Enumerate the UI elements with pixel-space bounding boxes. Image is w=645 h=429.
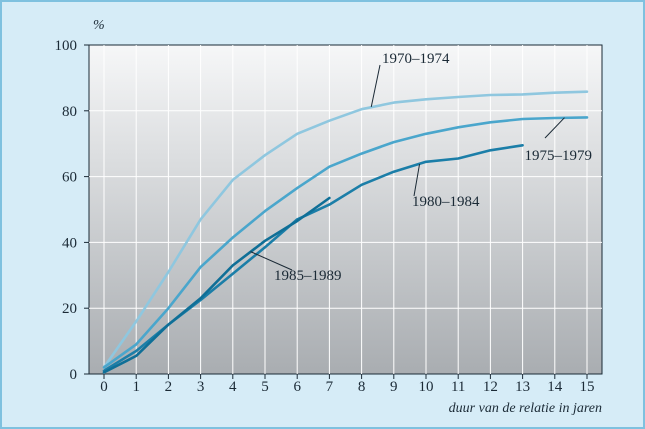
y-tick-label: 40 (62, 235, 77, 251)
y-tick-label: 0 (70, 367, 78, 383)
y-tick-label: 20 (62, 301, 77, 317)
series-lines (102, 90, 589, 374)
x-axis-label: duur van de relatie in jaren (449, 401, 602, 416)
series-label-leader (544, 117, 565, 139)
y-axis-label: % (93, 18, 105, 33)
x-tick-label: 11 (451, 379, 465, 395)
y-tick-label: 100 (55, 38, 78, 54)
x-tick-label: 2 (165, 379, 173, 395)
series-label: 1975–1979 (525, 148, 593, 164)
x-tick-label: 14 (547, 379, 563, 395)
x-tick-label: 3 (197, 379, 205, 395)
series-line-0 (102, 90, 589, 369)
x-tick-label: 13 (515, 379, 530, 395)
series-label-leader (370, 64, 381, 107)
x-tick-label: 1 (132, 379, 140, 395)
x-tick-label: 10 (419, 379, 434, 395)
x-tick-label: 5 (261, 379, 269, 395)
x-tick-label: 0 (100, 379, 108, 395)
y-tick-label: 80 (62, 104, 77, 120)
series-line-3 (102, 196, 331, 374)
series-label: 1970–1974 (382, 51, 450, 67)
series-label-leader (413, 164, 421, 197)
x-tick-label: 7 (326, 379, 334, 395)
x-tick-label: 9 (390, 379, 398, 395)
x-tick-label: 6 (293, 379, 301, 395)
series-label: 1980–1984 (412, 194, 480, 210)
x-tick-label: 15 (580, 379, 595, 395)
x-tick-label: 12 (483, 379, 498, 395)
series-label: 1985–1989 (274, 268, 342, 284)
y-tick-label: 60 (62, 170, 77, 186)
x-tick-label: 4 (229, 379, 237, 395)
annotations: 1970–1974 1975–1979 1980–1984 1985–1989 (250, 51, 593, 284)
x-tick-label: 8 (358, 379, 366, 395)
series-label-leader (250, 251, 293, 271)
series-line-1 (102, 116, 589, 369)
